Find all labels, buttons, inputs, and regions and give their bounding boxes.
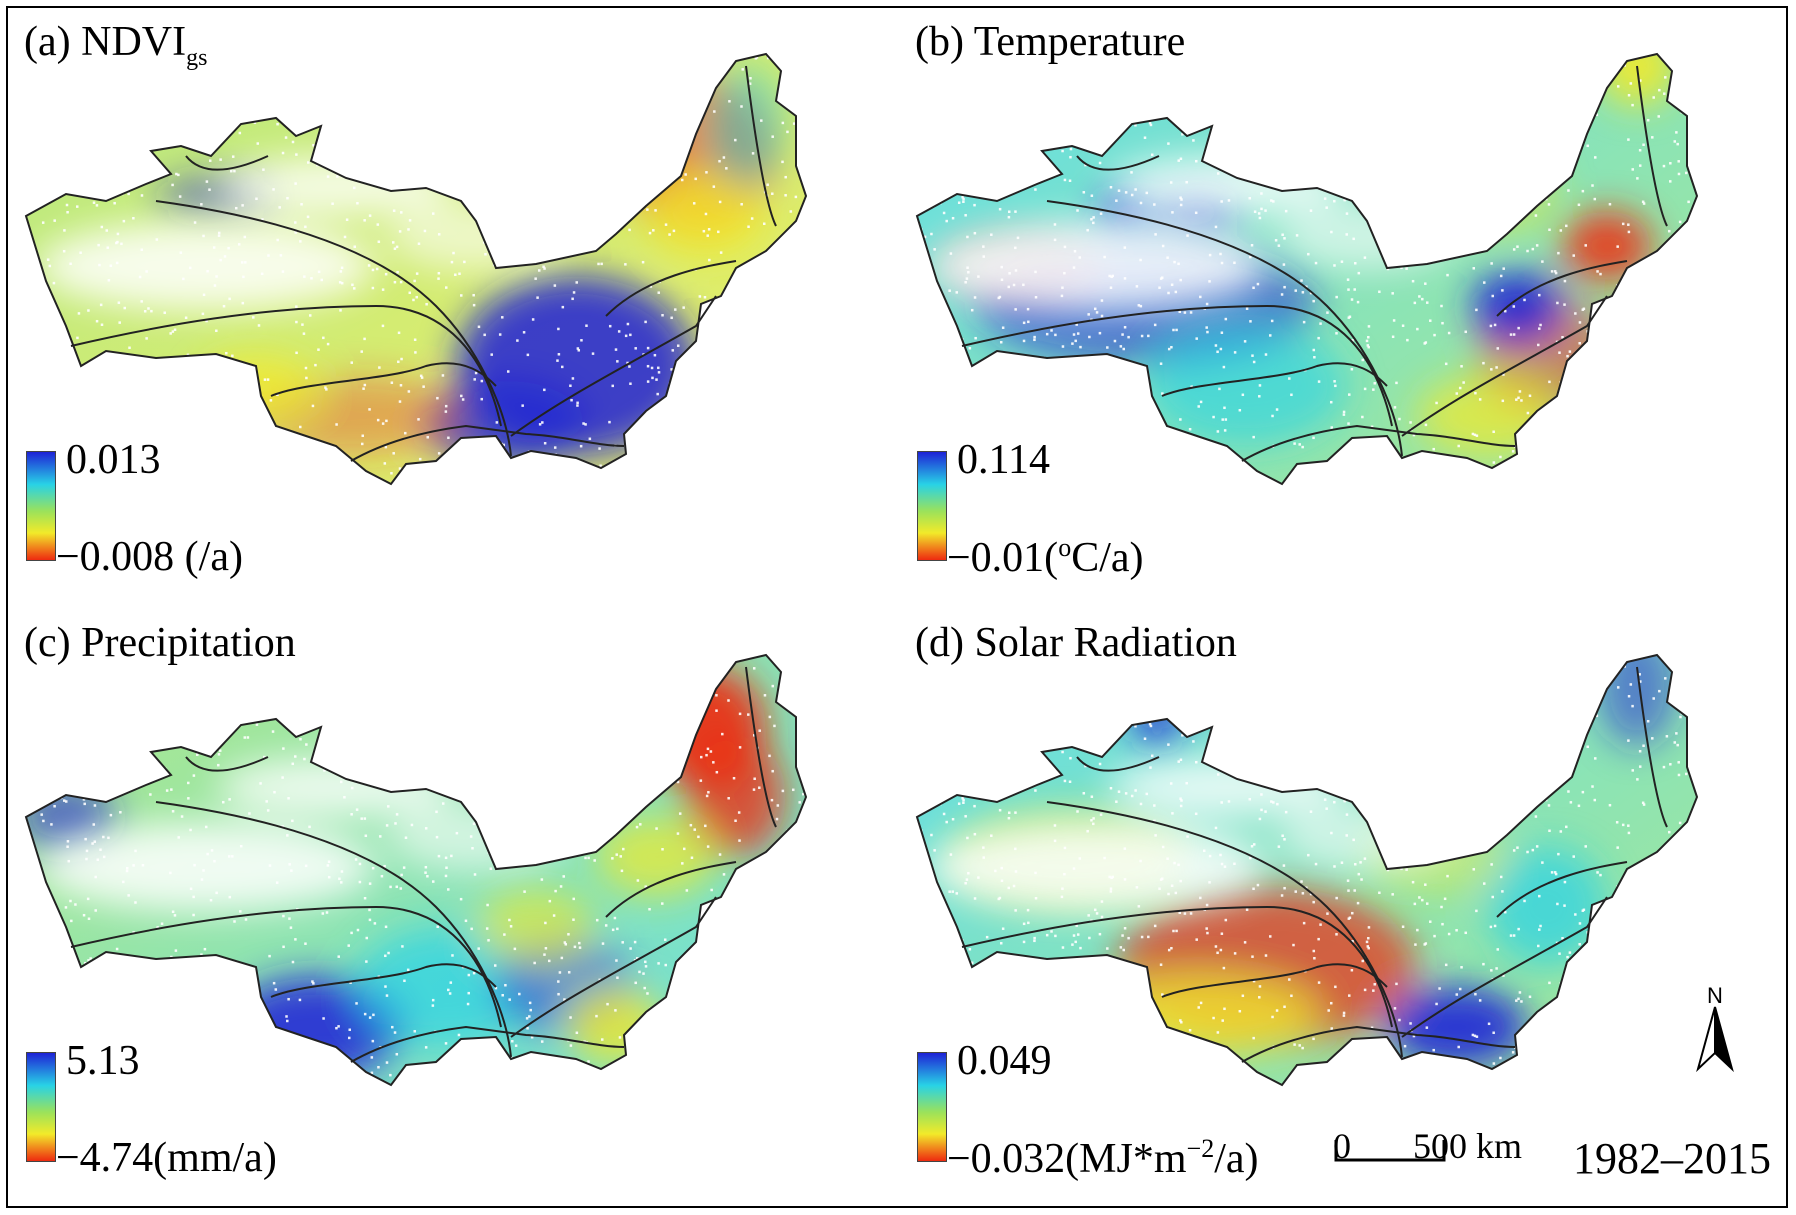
color-legend-ndvi [26,451,56,561]
ecoregion-boundaries [70,65,777,462]
color-legend-precipitation [26,1052,56,1162]
study-area-outline [24,52,808,486]
panel-precipitation: (c) Precipitation 5.13 −4.74(mm/a) [6,607,897,1208]
panel-solar-radiation: (d) Solar Radiation 0.049 −0.032(MJ*m−2/… [897,607,1788,1208]
scale-bar-start: 0 [1333,1126,1351,1166]
study-area-outline [915,653,1699,1087]
legend-max-ndvi: 0.013 [66,437,161,483]
scale-bar-end: 500 km [1413,1126,1523,1166]
panel-temperature: (b) Temperature 0.114 −0.01(oC/a) [897,6,1788,607]
legend-max-temperature: 0.114 [957,437,1050,483]
map-precipitation [24,653,808,1087]
panel-title-temperature: (b) Temperature [915,19,1186,65]
map-solar-radiation [915,653,1699,1087]
panel-title-precipitation: (c) Precipitation [24,620,296,666]
scale-bar [1334,1140,1446,1162]
map-temperature [915,52,1699,486]
figure-frame [6,6,1788,1208]
color-legend-temperature [917,451,947,561]
ecoregion-boundaries [961,666,1668,1063]
period-label: 1982–2015 [1573,1134,1771,1183]
color-legend-solar-radiation [917,1052,947,1162]
legend-max-solar-radiation: 0.049 [957,1038,1052,1084]
study-area-outline [915,52,1699,486]
raster-layer [26,655,806,1085]
raster-layer [26,54,806,484]
panel-ndvi: (a) NDVIgs 0.013 −0.008 (/a) [6,6,897,607]
legend-min-precipitation: −4.74(mm/a) [56,1135,277,1181]
north-arrow-icon [1696,1006,1734,1073]
legend-min-ndvi: −0.008 (/a) [56,534,243,580]
panel-title-solar-radiation: (d) Solar Radiation [915,620,1237,666]
legend-min-temperature: −0.01(oC/a) [947,533,1144,581]
study-area-outline [24,653,808,1087]
map-ndvi [24,52,808,486]
raster-layer [917,655,1697,1085]
legend-min-solar-radiation: −0.032(MJ*m−2/a) [947,1134,1259,1182]
panel-title-ndvi: (a) NDVIgs [24,19,208,71]
ecoregion-boundaries [70,666,777,1063]
ecoregion-boundaries [961,65,1668,462]
north-label: N [1707,983,1723,1008]
raster-layer [917,54,1697,484]
legend-max-precipitation: 5.13 [66,1038,140,1084]
